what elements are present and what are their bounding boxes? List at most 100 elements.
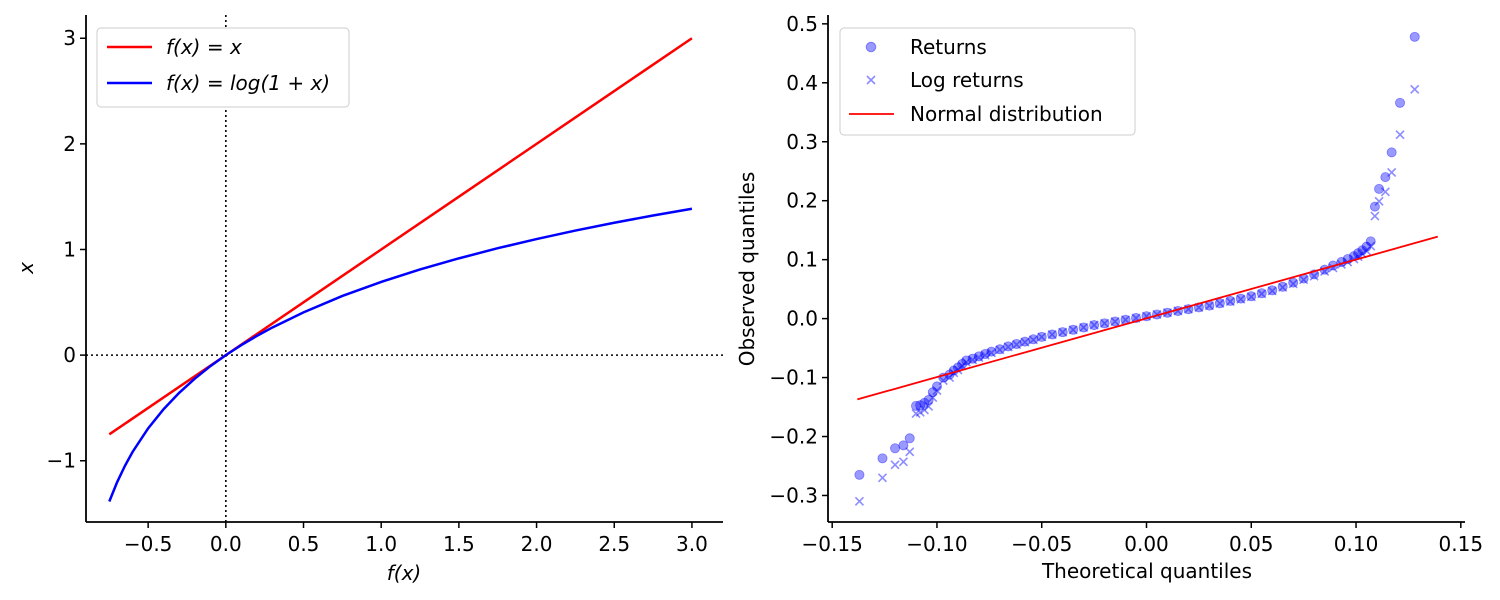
log-returns-point: [938, 375, 948, 386]
returns-point: [994, 344, 1005, 355]
series-line: [108, 37, 693, 436]
returns-point: [904, 433, 915, 444]
returns-point: [1353, 248, 1364, 259]
returns-point: [1011, 338, 1022, 349]
log-returns-point: [1309, 271, 1319, 281]
returns-point: [967, 353, 978, 364]
returns-point: [854, 469, 865, 480]
legend-label-log-returns: Log returns: [910, 68, 1024, 92]
log-returns-point: [1380, 187, 1390, 197]
legend-label-log: f(x) = log(1 + x): [166, 71, 330, 95]
log-returns-point: [1120, 315, 1131, 325]
log-returns-point: [919, 405, 929, 415]
log-returns-point: [1257, 289, 1267, 299]
legend-label-returns: Returns: [910, 35, 987, 59]
returns-point: [980, 348, 991, 359]
returns-point: [1028, 334, 1039, 345]
returns-point: [1386, 147, 1397, 158]
left-y-axis-label: x: [14, 262, 38, 275]
x-tick-label: 2.5: [598, 532, 630, 556]
returns-point: [927, 387, 938, 398]
right-y-ticks: −0.3 −0.2 −0.1 0.0 0.1 0.2 0.3 0.4 0.5: [769, 12, 828, 507]
log-returns-point: [1012, 339, 1022, 350]
log-returns-point: [1204, 301, 1214, 311]
log-returns-point: [1361, 246, 1372, 256]
right-series-group: [854, 31, 1439, 506]
left-legend-frame: [96, 27, 350, 108]
returns-point: [986, 346, 997, 357]
returns-point: [898, 440, 909, 451]
returns-point: [1110, 316, 1121, 327]
log-returns-point: [1299, 275, 1309, 285]
x-tick-label: 0.15: [1439, 532, 1484, 556]
series-line: [857, 235, 1439, 401]
log-returns-point: [1020, 337, 1030, 347]
returns-point: [1099, 318, 1110, 329]
returns-point: [931, 381, 942, 392]
returns-point: [923, 394, 934, 405]
log-returns-point: [961, 357, 971, 367]
left-y-ticks: −1 0 1 2 3: [47, 26, 86, 473]
returns-point: [1369, 201, 1380, 212]
left-x-axis-label: f(x): [387, 561, 421, 585]
returns-point: [1235, 293, 1246, 304]
log-returns-point: [905, 447, 915, 457]
returns-point: [1089, 320, 1100, 331]
log-returns-point: [928, 393, 938, 403]
y-tick-label: 1: [63, 237, 76, 261]
returns-point: [1288, 277, 1299, 288]
x-tick-label: 0.10: [1334, 532, 1379, 556]
returns-point: [1374, 183, 1385, 194]
y-tick-label: 0.4: [786, 71, 818, 95]
returns-point: [1003, 341, 1014, 352]
log-returns-point: [1288, 279, 1298, 289]
right-chart: −0.15 −0.10 −0.05 0.00 0.05 0.10 0.15 −0.3 −0.2…: [735, 12, 1483, 583]
returns-point: [911, 400, 922, 411]
log-returns-point: [911, 408, 921, 419]
returns-point: [919, 397, 930, 408]
y-tick-label: 3: [63, 26, 76, 50]
y-tick-label: 0: [63, 343, 76, 367]
log-returns-point: [1374, 196, 1384, 206]
log-returns-point: [974, 352, 984, 363]
legend-label-normal: Normal distribution: [910, 102, 1103, 126]
right-legend-frame: [839, 27, 1136, 136]
returns-point: [957, 359, 968, 370]
returns-point: [1246, 291, 1257, 302]
log-returns-point: [1037, 332, 1047, 342]
log-returns-point: [1395, 130, 1405, 140]
y-tick-label: −0.2: [769, 425, 818, 449]
log-returns-point: [1215, 298, 1225, 308]
returns-point: [1078, 322, 1089, 333]
log-returns-point: [1267, 286, 1277, 296]
log-returns-point: [1100, 318, 1110, 328]
y-tick-label: 2: [63, 132, 76, 156]
returns-point: [1068, 324, 1079, 335]
y-tick-label: −0.3: [769, 483, 818, 507]
returns-point: [1047, 329, 1058, 340]
log-returns-point: [986, 348, 997, 358]
returns-point: [1036, 331, 1047, 342]
returns-point: [973, 351, 984, 362]
log-returns-point: [854, 496, 864, 506]
y-tick-label: 0.1: [786, 248, 818, 272]
returns-point: [890, 443, 901, 454]
returns-point: [877, 453, 888, 464]
left-x-ticks: −0.5 0.0 0.5 1.0 1.5 2.0 2.5 3.0: [124, 522, 708, 556]
returns-point: [1395, 97, 1406, 108]
legend-swatch-returns: [865, 41, 877, 53]
legend-swatch-log-returns: [866, 75, 876, 85]
log-returns-point: [1225, 296, 1235, 307]
right-x-axis-label: Theoretical quantiles: [1041, 559, 1252, 583]
log-returns-point: [1370, 211, 1380, 221]
x-tick-label: 0.5: [288, 532, 320, 556]
log-returns-point: [1246, 292, 1256, 302]
x-tick-label: 0.00: [1124, 532, 1169, 556]
x-tick-label: 0.0: [210, 532, 242, 556]
returns-point: [1365, 236, 1376, 247]
right-y-axis-label: Observed quantiles: [735, 172, 759, 367]
log-returns-point: [1079, 322, 1089, 333]
log-returns-point: [1236, 294, 1246, 304]
